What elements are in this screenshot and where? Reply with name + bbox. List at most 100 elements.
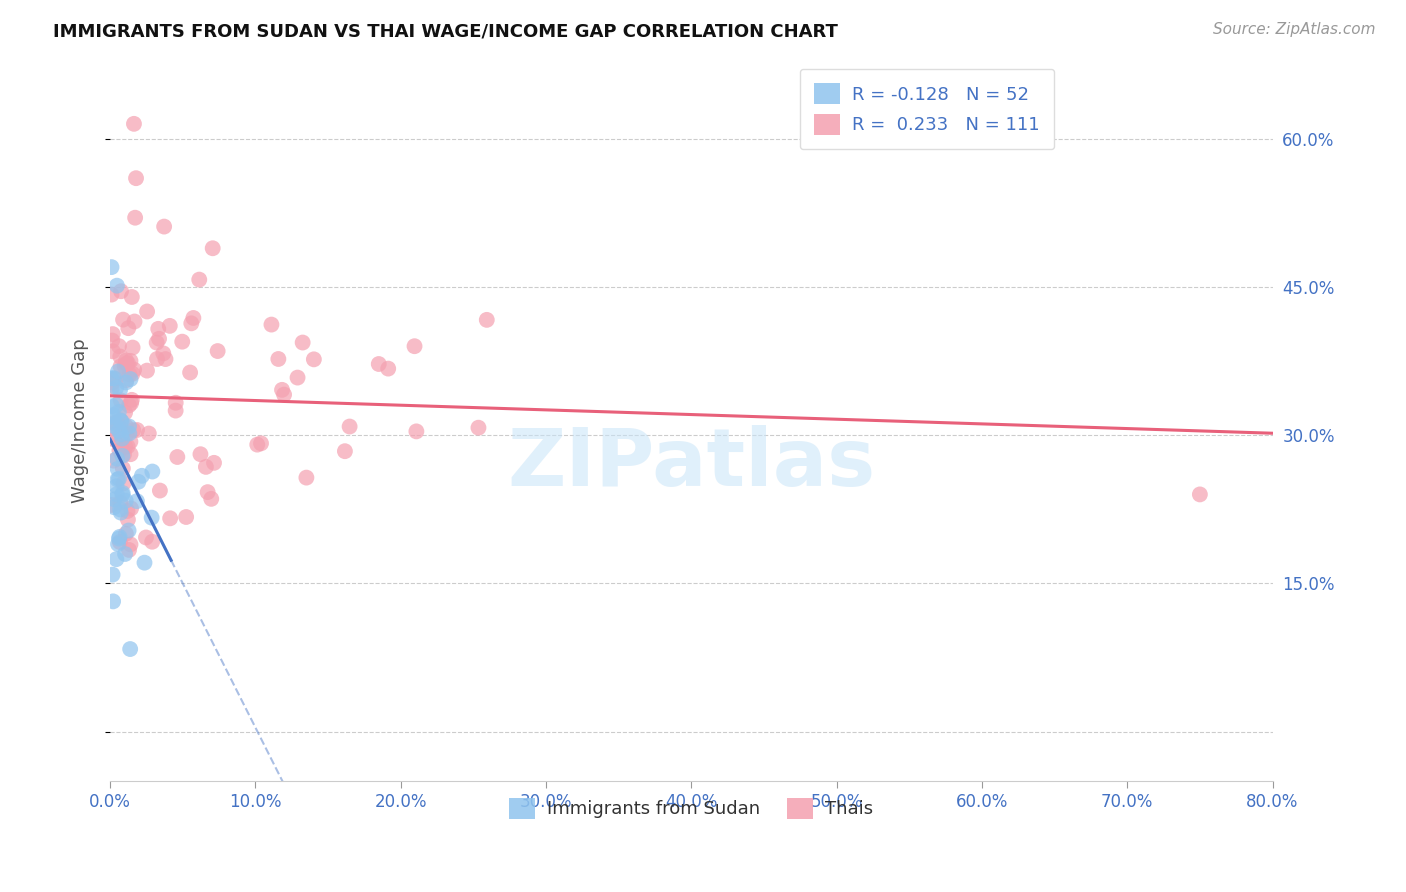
Point	[138, 426, 160, 441]
Point	[121, 367, 143, 381]
Point	[110, 359, 132, 374]
Point	[377, 361, 399, 376]
Point	[190, 447, 212, 461]
Point	[183, 310, 205, 325]
Point	[467, 420, 489, 434]
Point	[110, 427, 132, 442]
Point	[103, 453, 125, 467]
Point	[104, 416, 127, 430]
Point	[101, 594, 124, 608]
Point	[107, 537, 129, 551]
Point	[117, 321, 139, 335]
Point	[115, 376, 138, 390]
Point	[118, 543, 141, 558]
Text: IMMIGRANTS FROM SUDAN VS THAI WAGE/INCOME GAP CORRELATION CHART: IMMIGRANTS FROM SUDAN VS THAI WAGE/INCOM…	[53, 22, 838, 40]
Point	[101, 376, 124, 390]
Point	[117, 504, 139, 518]
Point	[108, 532, 131, 546]
Point	[180, 316, 202, 330]
Point	[111, 461, 134, 475]
Point	[115, 353, 138, 368]
Point	[101, 567, 124, 582]
Point	[267, 351, 290, 366]
Point	[118, 368, 141, 382]
Point	[404, 339, 426, 353]
Point	[166, 450, 188, 464]
Point	[136, 363, 159, 377]
Point	[108, 443, 131, 458]
Point	[155, 352, 177, 367]
Point	[124, 211, 146, 225]
Legend: Immigrants from Sudan, Thais: Immigrants from Sudan, Thais	[502, 791, 880, 826]
Point	[120, 434, 142, 449]
Point	[121, 341, 143, 355]
Point	[260, 318, 283, 332]
Point	[110, 413, 132, 427]
Point	[141, 465, 163, 479]
Point	[110, 413, 132, 427]
Point	[105, 487, 128, 501]
Point	[120, 642, 142, 657]
Point	[120, 372, 142, 386]
Point	[120, 537, 142, 551]
Point	[112, 312, 135, 326]
Point	[287, 370, 309, 384]
Point	[202, 456, 225, 470]
Point	[135, 531, 157, 545]
Point	[115, 526, 138, 541]
Point	[100, 498, 122, 512]
Point	[122, 117, 145, 131]
Y-axis label: Wage/Income Gap: Wage/Income Gap	[72, 338, 89, 503]
Point	[114, 359, 136, 373]
Point	[101, 427, 124, 442]
Point	[111, 432, 134, 446]
Point	[165, 396, 187, 410]
Point	[108, 339, 131, 353]
Point	[107, 364, 129, 378]
Point	[246, 437, 269, 451]
Point	[124, 314, 146, 328]
Point	[108, 530, 131, 544]
Point	[110, 350, 132, 364]
Point	[101, 334, 124, 348]
Point	[125, 423, 148, 437]
Point	[145, 335, 167, 350]
Point	[153, 219, 176, 234]
Point	[152, 346, 174, 360]
Point	[120, 396, 142, 410]
Point	[295, 470, 318, 484]
Point	[115, 427, 138, 442]
Point	[101, 344, 124, 359]
Point	[148, 332, 170, 346]
Point	[112, 447, 135, 461]
Point	[110, 495, 132, 509]
Point	[121, 290, 143, 304]
Text: Source: ZipAtlas.com: Source: ZipAtlas.com	[1212, 22, 1375, 37]
Point	[105, 552, 128, 566]
Point	[110, 284, 132, 298]
Point	[159, 511, 181, 525]
Point	[111, 449, 134, 463]
Point	[207, 344, 229, 359]
Point	[111, 415, 134, 429]
Point	[103, 371, 125, 385]
Point	[107, 462, 129, 476]
Point	[114, 547, 136, 561]
Point	[108, 472, 131, 486]
Point	[103, 500, 125, 515]
Point	[101, 409, 124, 424]
Point	[114, 406, 136, 420]
Point	[115, 419, 138, 434]
Point	[105, 479, 128, 493]
Point	[120, 501, 142, 516]
Point	[107, 473, 129, 487]
Point	[188, 272, 211, 286]
Point	[115, 357, 138, 371]
Point	[101, 327, 124, 342]
Point	[291, 335, 314, 350]
Point	[159, 318, 181, 333]
Point	[302, 352, 325, 367]
Point	[110, 393, 132, 408]
Point	[105, 278, 128, 293]
Point	[201, 241, 224, 255]
